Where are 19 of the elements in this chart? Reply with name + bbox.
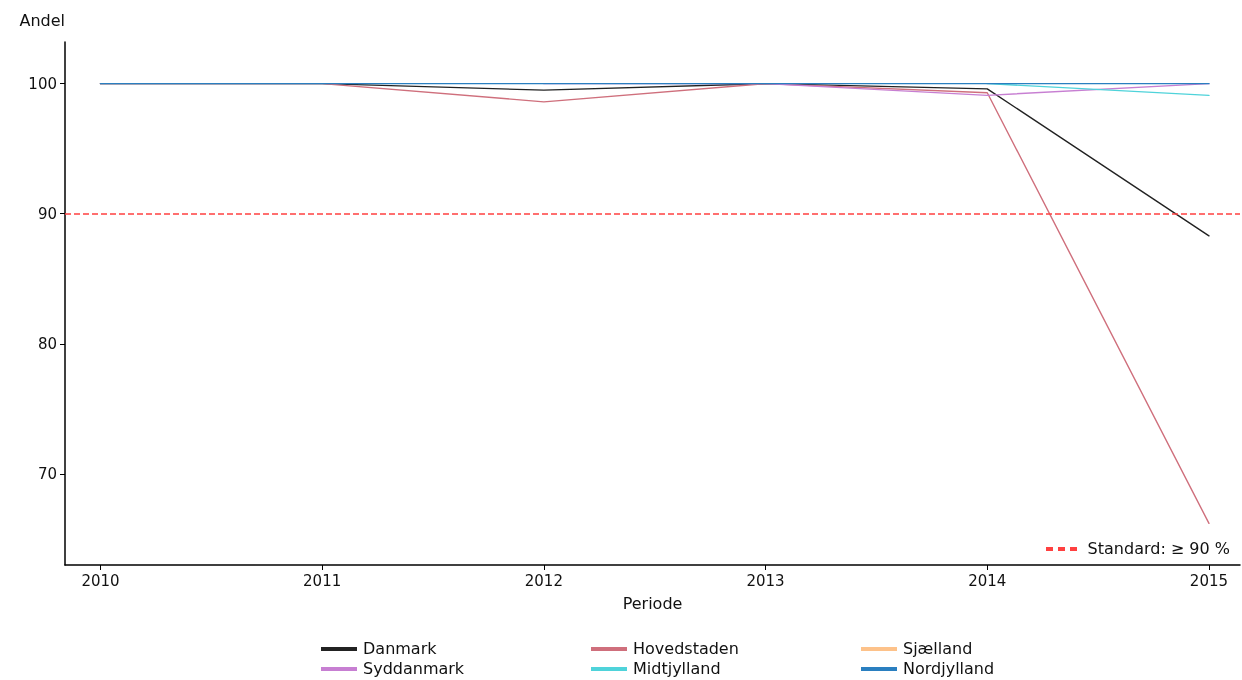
x-tick-label: 2011 [303, 571, 342, 590]
y-tick-label: 70 [37, 464, 57, 483]
x-tick-label: 2012 [524, 571, 563, 590]
y-tick-label: 100 [28, 74, 57, 93]
legend-label: Danmark [363, 639, 437, 658]
y-axis-title: Andel [19, 10, 65, 30]
y-tick-label: 80 [37, 334, 57, 353]
legend-label: Syddanmark [363, 659, 465, 678]
x-tick-label: 2015 [1189, 571, 1229, 590]
legend-label: Nordjylland [903, 659, 995, 678]
x-tick-label: 2010 [81, 571, 120, 590]
legend-label: Sjælland [903, 639, 973, 658]
legend-label: Hovedstaden [633, 639, 739, 658]
legend-label: Midtjylland [633, 659, 721, 678]
x-axis-title: Periode [622, 593, 683, 613]
x-tick-label: 2014 [968, 571, 1007, 590]
y-tick-label: 90 [37, 204, 57, 223]
x-tick-label: 2013 [746, 571, 785, 590]
legend-label: Standard: ≥ 90 % [1087, 539, 1230, 558]
